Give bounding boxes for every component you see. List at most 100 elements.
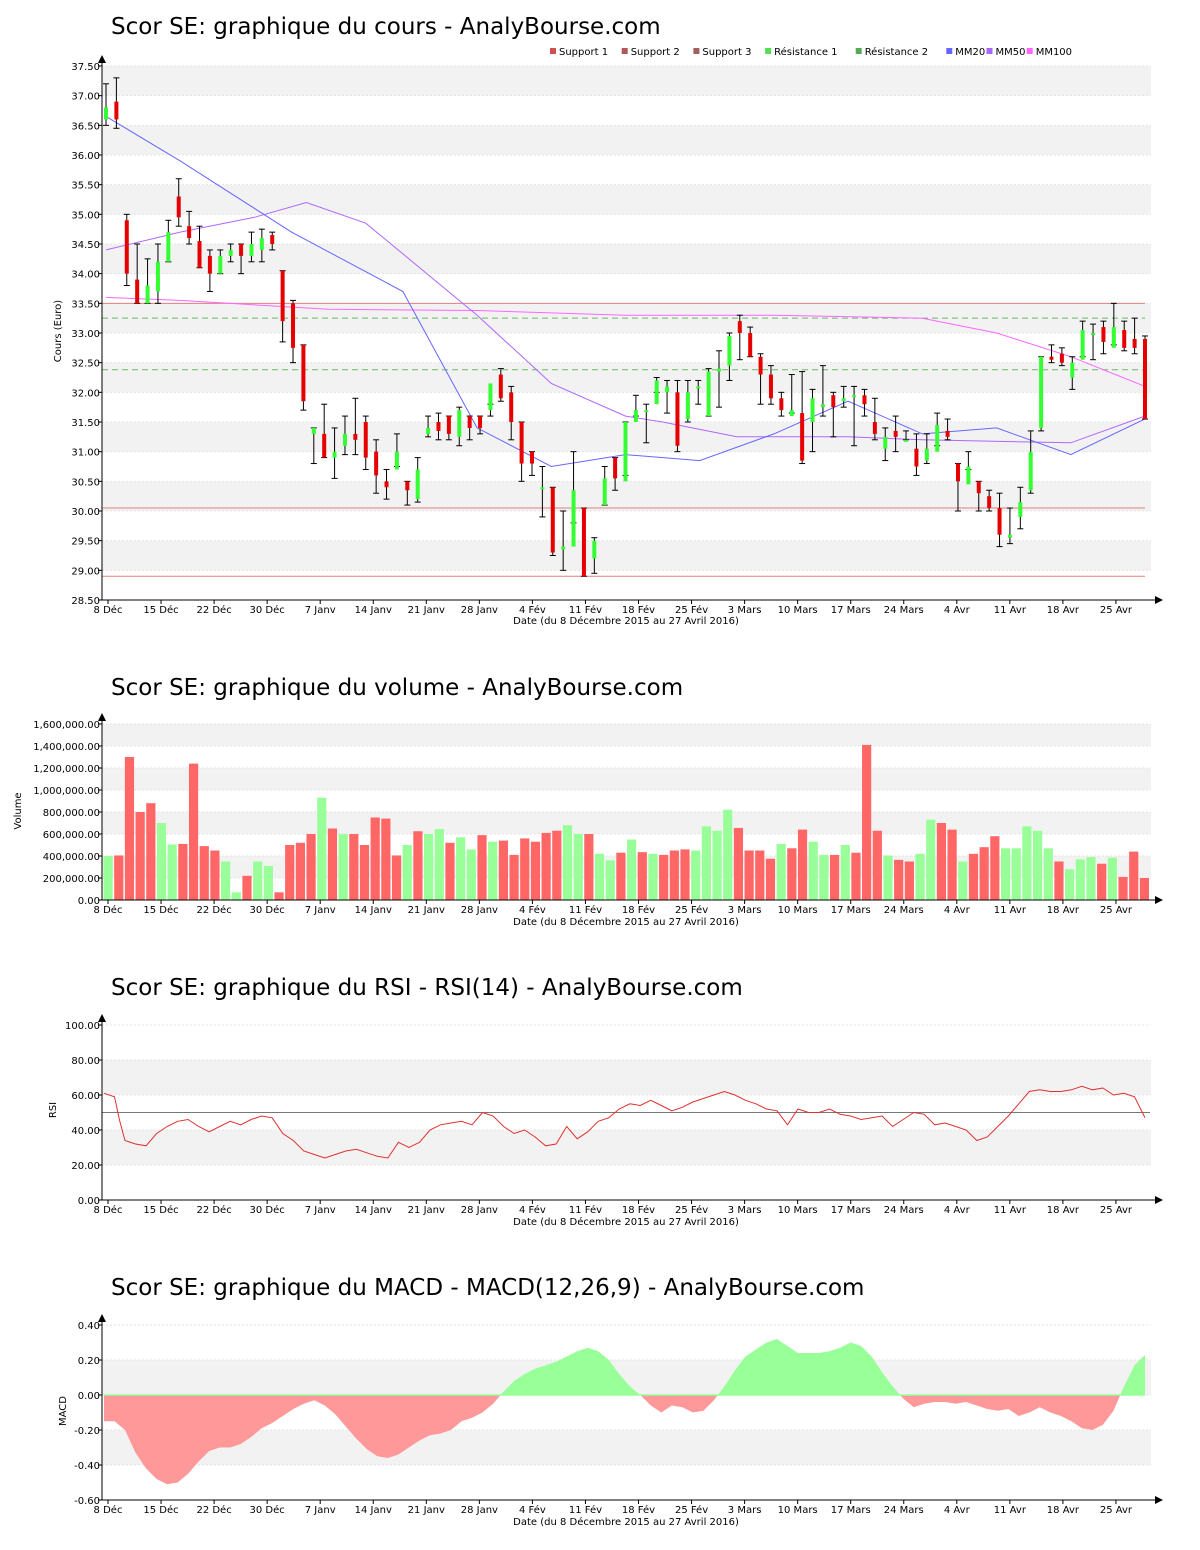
- candle-body: [1091, 333, 1096, 335]
- volume-x-tick-label: 17 Mars: [831, 905, 871, 916]
- macd-chart-title: Scor SE: graphique du MACD - MACD(12,26,…: [111, 1275, 864, 1301]
- volume-bar: [103, 856, 113, 900]
- legend-swatch: [1026, 48, 1033, 54]
- candle-body: [415, 469, 420, 500]
- candle-body: [685, 392, 690, 420]
- candle-body: [1101, 327, 1106, 342]
- legend-swatch: [986, 48, 993, 54]
- volume-x-tick-label: 25 Avr: [1100, 905, 1133, 916]
- rsi-x-axis-arrow: [1155, 1196, 1163, 1204]
- legend-swatch: [855, 48, 862, 54]
- volume-bar: [381, 818, 391, 900]
- price-y-axis-arrow: [98, 55, 106, 63]
- price-x-tick-label: 18 Avr: [1047, 605, 1080, 616]
- candle-body: [820, 404, 825, 408]
- price-chart: Scor SE: graphique du cours - AnalyBours…: [53, 14, 1163, 627]
- candle-body: [862, 395, 867, 405]
- volume-bar: [1118, 876, 1128, 900]
- candle-body: [529, 451, 534, 464]
- candle-body: [592, 540, 597, 559]
- volume-x-tick-label: 11 Avr: [994, 905, 1027, 916]
- rsi-band: [102, 1025, 1151, 1060]
- price-band: [102, 540, 1151, 571]
- macd-band: [102, 1325, 1151, 1360]
- volume-band: [102, 768, 1151, 790]
- candle-body: [945, 430, 950, 437]
- candle-body: [135, 279, 140, 304]
- volume-bar: [862, 744, 872, 900]
- candle-body: [457, 410, 462, 437]
- volume-bar: [156, 823, 167, 900]
- candle-body: [997, 508, 1002, 535]
- legend-label: Résistance 2: [865, 46, 928, 58]
- price-x-tick-label: 4 Fév: [519, 604, 546, 616]
- legend-label: Support 3: [702, 47, 751, 58]
- volume-x-tick-label: 18 Fév: [622, 904, 655, 916]
- price-grid-bands: [102, 65, 1151, 601]
- price-y-tick-label: 32.50: [71, 359, 100, 370]
- volume-x-tick-label: 7 Janv: [305, 905, 336, 916]
- macd-positive-area: [1120, 1354, 1145, 1395]
- macd-x-tick-label: 28 Janv: [461, 1505, 498, 1516]
- macd-x-tick-label: 7 Janv: [305, 1505, 336, 1516]
- macd-x-tick-label: 11 Fév: [569, 1504, 602, 1516]
- macd-chart: Scor SE: graphique du MACD - MACD(12,26,…: [58, 1275, 1163, 1528]
- macd-x-tick-label: 25 Avr: [1100, 1505, 1133, 1516]
- volume-bar: [787, 848, 797, 900]
- volume-bar: [1054, 861, 1064, 900]
- candle-body: [197, 241, 202, 268]
- candle-body: [613, 457, 618, 479]
- price-x-tick-label: 17 Mars: [831, 605, 871, 616]
- macd-y-axis-arrow: [98, 1314, 106, 1322]
- volume-bar: [819, 854, 829, 900]
- price-band: [102, 244, 1151, 274]
- rsi-x-tick-label: 24 Mars: [884, 1205, 924, 1216]
- macd-negative-area: [640, 1395, 718, 1413]
- volume-bar: [338, 834, 348, 900]
- volume-bar: [755, 850, 765, 900]
- price-x-tick-label: 4 Avr: [944, 605, 971, 616]
- price-band: [102, 570, 1151, 600]
- price-x-tick-label: 28 Janv: [461, 605, 498, 616]
- candle-body: [166, 232, 171, 262]
- price-band: [102, 66, 1151, 96]
- candle-body: [987, 496, 992, 509]
- rsi-x-tick-label: 18 Fév: [622, 1204, 655, 1216]
- macd-band: [102, 1430, 1151, 1465]
- rsi-y-tick-label: 100.00: [65, 1021, 100, 1032]
- candle-body: [322, 433, 327, 458]
- rsi-y-tick-label: 40.00: [71, 1126, 100, 1137]
- price-support-resistance: [102, 302, 1145, 577]
- price-y-tick-label: 32.00: [71, 388, 100, 399]
- volume-bar: [1139, 878, 1149, 900]
- macd-x-tick-label: 17 Mars: [831, 1505, 871, 1516]
- price-y-tick-label: 31.50: [71, 418, 100, 429]
- candle-body: [363, 422, 368, 458]
- candle-body: [768, 374, 773, 399]
- macd-x-tick-label: 21 Janv: [408, 1505, 445, 1516]
- macd-band: [102, 1465, 1151, 1500]
- volume-bar: [904, 861, 914, 900]
- candle-body: [914, 448, 919, 467]
- rsi-x-tick-label: 7 Janv: [305, 1205, 336, 1216]
- volume-bar: [958, 861, 968, 900]
- price-moving-averages: [105, 115, 1146, 468]
- legend-swatch: [946, 48, 953, 54]
- volume-bar: [605, 860, 615, 900]
- volume-axes: 0.00 200,000.00 400,000.00 600,000.00 800,00…: [33, 713, 1163, 916]
- macd-x-tick-label: 14 Janv: [355, 1505, 392, 1516]
- price-band: [102, 481, 1151, 511]
- price-band: [102, 184, 1151, 215]
- candle-body: [935, 424, 940, 452]
- volume-x-tick-label: 30 Déc: [250, 904, 285, 916]
- rsi-y-tick-label: 0.00: [78, 1196, 100, 1207]
- volume-x-tick-label: 10 Mars: [778, 905, 818, 916]
- volume-y-tick-label: 1,000,000.00: [33, 786, 100, 797]
- macd-x-tick-label: 15 Déc: [143, 1504, 178, 1516]
- volume-y-tick-label: 1,200,000.00: [33, 764, 100, 775]
- candle-body: [789, 410, 794, 417]
- macd-area: [104, 1339, 1145, 1485]
- candle-body: [519, 422, 524, 464]
- volume-bar: [1000, 848, 1011, 900]
- volume-bar: [424, 834, 434, 900]
